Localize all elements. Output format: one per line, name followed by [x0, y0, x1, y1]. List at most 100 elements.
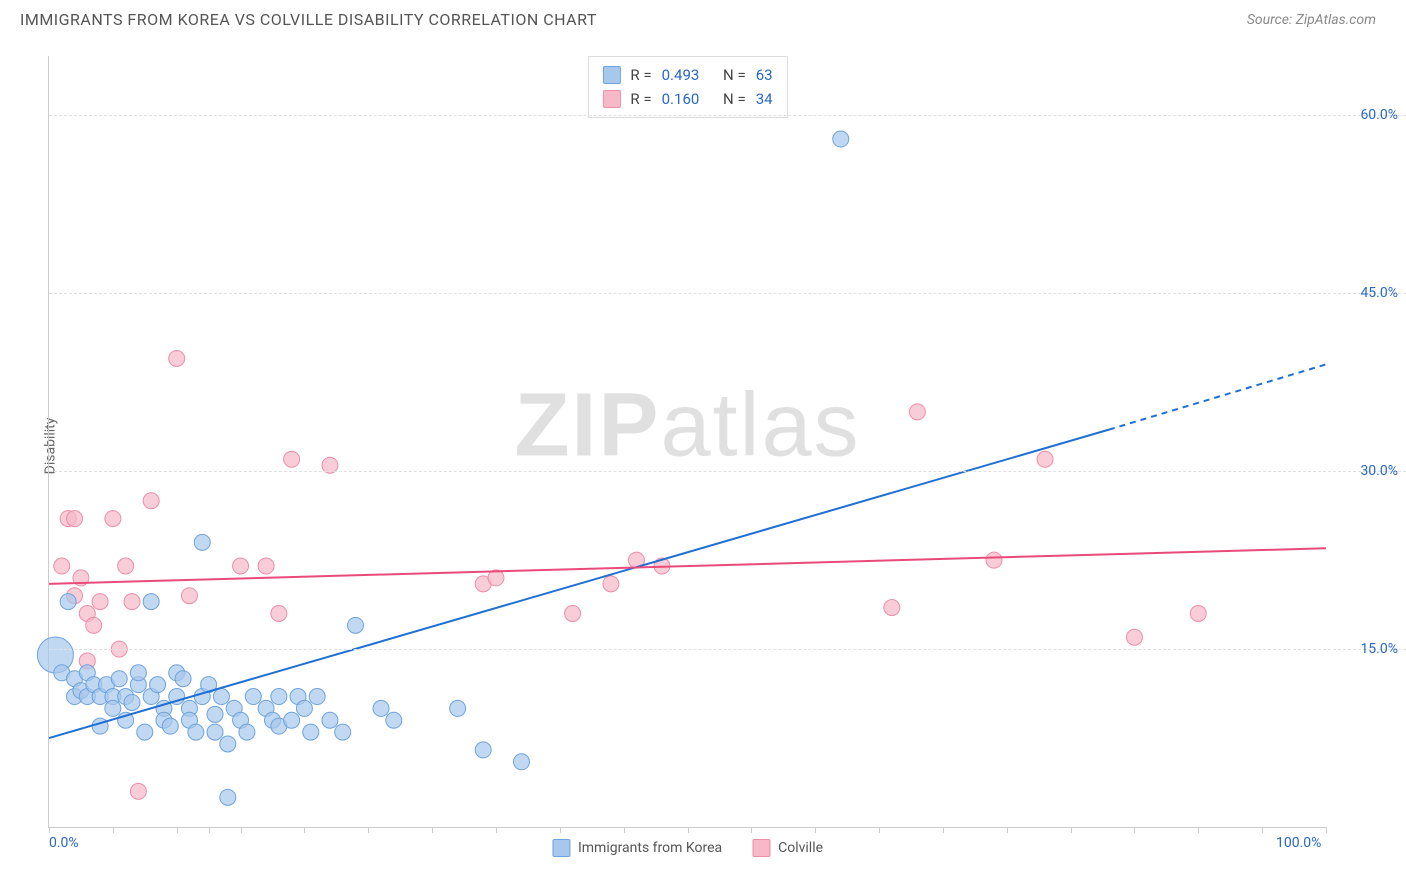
scatter-point [118, 558, 134, 574]
scatter-point [162, 718, 178, 734]
scatter-point [194, 534, 210, 550]
y-tick-label: 60.0% [1360, 107, 1398, 123]
y-tick-label: 15.0% [1360, 641, 1398, 657]
scatter-point [271, 689, 287, 705]
scatter-point [909, 404, 925, 420]
scatter-point [143, 493, 159, 509]
x-tick [624, 827, 625, 833]
legend-item-1: Colville [752, 839, 823, 857]
legend-label-0: Immigrants from Korea [578, 840, 722, 856]
legend-swatch-0 [552, 839, 570, 857]
x-tick [304, 827, 305, 833]
scatter-point [1037, 451, 1053, 467]
scatter-point [335, 724, 351, 740]
x-tick [432, 827, 433, 833]
scatter-point [603, 576, 619, 592]
scatter-point [284, 712, 300, 728]
chart-header: IMMIGRANTS FROM KOREA VS COLVILLE DISABI… [0, 0, 1406, 39]
scatter-point [207, 706, 223, 722]
scatter-point [239, 724, 255, 740]
scatter-point [233, 558, 249, 574]
scatter-point [169, 350, 185, 366]
scatter-point [60, 594, 76, 610]
scatter-point [450, 700, 466, 716]
chart-container: IMMIGRANTS FROM KOREA VS COLVILLE DISABI… [0, 0, 1406, 892]
regression-line-0 [49, 430, 1109, 738]
scatter-point [833, 131, 849, 147]
scatter-point [150, 677, 166, 693]
scatter-point [207, 724, 223, 740]
gridline-h [49, 293, 1406, 294]
scatter-point [137, 724, 153, 740]
scatter-point [54, 558, 70, 574]
scatter-point [124, 694, 140, 710]
scatter-point [884, 600, 900, 616]
x-tick [1262, 827, 1263, 833]
scatter-point [105, 700, 121, 716]
legend-item-0: Immigrants from Korea [552, 839, 722, 857]
scatter-point [513, 754, 529, 770]
scatter-point [188, 724, 204, 740]
x-tick [368, 827, 369, 833]
scatter-point [986, 552, 1002, 568]
legend: Immigrants from Korea Colville [552, 839, 823, 857]
x-tick [1071, 827, 1072, 833]
scatter-point [67, 511, 83, 527]
x-tick [496, 827, 497, 833]
scatter-point [284, 451, 300, 467]
x-tick [241, 827, 242, 833]
scatter-point [124, 594, 140, 610]
x-tick [113, 827, 114, 833]
x-tick [688, 827, 689, 833]
scatter-point [245, 689, 261, 705]
scatter-point [386, 712, 402, 728]
scatter-point [373, 700, 389, 716]
x-tick [1007, 827, 1008, 833]
x-tick [209, 827, 210, 833]
x-tick [751, 827, 752, 833]
gridline-h [49, 471, 1406, 472]
scatter-point [271, 605, 287, 621]
scatter-point [322, 712, 338, 728]
scatter-point [1126, 629, 1142, 645]
scatter-point [181, 588, 197, 604]
scatter-point [565, 605, 581, 621]
y-tick-label: 30.0% [1360, 463, 1398, 479]
scatter-point [347, 617, 363, 633]
x-tick-label: 100.0% [1276, 835, 1321, 851]
x-tick [177, 827, 178, 833]
scatter-point [86, 617, 102, 633]
x-tick [49, 827, 50, 833]
scatter-point [175, 671, 191, 687]
scatter-point [220, 736, 236, 752]
scatter-plot-svg [49, 56, 1326, 827]
scatter-point [1190, 605, 1206, 621]
x-tick [1326, 827, 1327, 833]
scatter-point [105, 511, 121, 527]
legend-label-1: Colville [778, 840, 823, 856]
x-tick [560, 827, 561, 833]
x-tick-label: 0.0% [49, 835, 79, 851]
plot-area: ZIPatlas R = 0.493 N = 63 R = 0.160 N = … [48, 56, 1326, 828]
x-tick [1134, 827, 1135, 833]
legend-swatch-1 [752, 839, 770, 857]
chart-title: IMMIGRANTS FROM KOREA VS COLVILLE DISABI… [20, 10, 597, 29]
scatter-point [111, 671, 127, 687]
scatter-point [143, 594, 159, 610]
scatter-point [475, 742, 491, 758]
x-tick [943, 827, 944, 833]
scatter-point [220, 789, 236, 805]
x-tick [815, 827, 816, 833]
x-tick [879, 827, 880, 833]
y-tick-label: 45.0% [1360, 285, 1398, 301]
scatter-point [258, 558, 274, 574]
scatter-point [303, 724, 319, 740]
regression-line-0-dashed [1109, 364, 1326, 429]
gridline-h [49, 115, 1406, 116]
scatter-point [213, 689, 229, 705]
scatter-point [92, 594, 108, 610]
scatter-point [309, 689, 325, 705]
gridline-h [49, 649, 1406, 650]
scatter-point [130, 783, 146, 799]
x-tick [1198, 827, 1199, 833]
